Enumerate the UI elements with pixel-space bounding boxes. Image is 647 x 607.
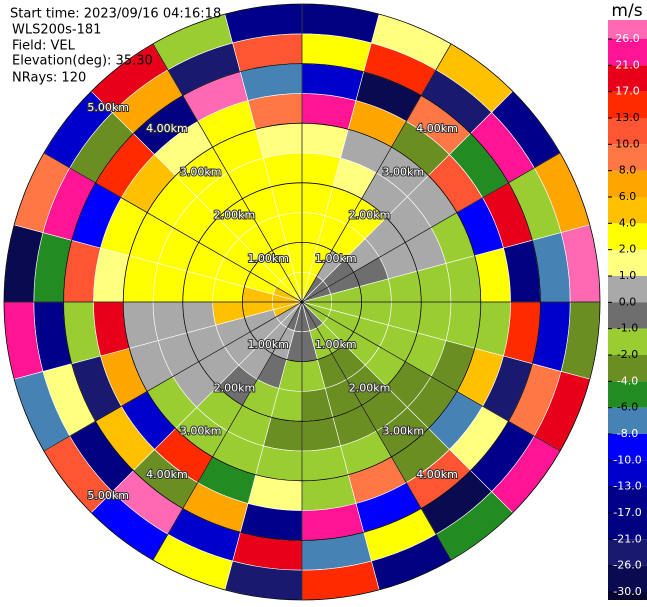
ring-label: 4.00km	[146, 468, 188, 481]
range-ring	[182, 182, 422, 422]
colorbar-label: -17.0	[613, 506, 641, 519]
colorbar-label: 8.0	[619, 164, 637, 177]
range-ring	[3, 3, 601, 601]
velocity-cell	[122, 301, 159, 349]
info-line: WLS200s-181	[12, 23, 101, 38]
velocity-cell	[301, 445, 349, 482]
colorbar-segment	[608, 223, 647, 250]
colorbar-segment	[608, 592, 647, 600]
colorbar-label: 0.0	[619, 295, 637, 308]
ring-label: 1.00km	[247, 338, 289, 351]
colorbar-label: 10.0	[615, 137, 640, 150]
spoke	[152, 301, 303, 561]
range-ring	[122, 122, 482, 482]
colorbar: 26.0 21.0 17.0 13.0 10.0 8.0 6.0 4.0 2.0 1.0 0.0 -1…	[608, 20, 647, 600]
colorbar-label: 2.0	[619, 243, 637, 256]
info-line: Elevation(deg): 35.30	[12, 54, 153, 69]
ring-label: 4.00km	[146, 122, 188, 135]
ring-label: 1.00km	[247, 252, 289, 265]
ring-label: 5.00km	[87, 489, 129, 502]
ring-label: 3.00km	[180, 425, 222, 438]
colorbar-segment	[608, 513, 647, 540]
ring-labels: 1.00km 1.00km 1.00km 1.00km 2.00km 2.00km 2.00…	[86, 100, 458, 503]
colorbar-segment	[608, 486, 647, 513]
colorbar-segment	[608, 407, 647, 434]
ring-label: 3.00km	[180, 165, 222, 178]
colorbar-label: -8.0	[617, 427, 638, 440]
ring-label: 5.00km	[87, 101, 129, 114]
colorbar-label: 4.0	[619, 216, 637, 229]
colorbar-label: -21.0	[613, 532, 641, 545]
ring-label: 4.00km	[416, 468, 458, 481]
colorbar-segment	[608, 170, 647, 197]
field	[3, 3, 601, 601]
info-line: NRays: 120	[12, 71, 86, 86]
velocity-cell	[255, 445, 303, 482]
colorbar-segment	[608, 39, 647, 66]
velocity-cell	[445, 255, 482, 303]
spoke	[301, 301, 561, 452]
spoke	[301, 43, 452, 303]
colorbar-label: 21.0	[615, 58, 640, 71]
colorbar-label: -2.0	[617, 348, 638, 361]
colorbar-segment	[608, 276, 647, 303]
colorbar-segment	[608, 460, 647, 487]
colorbar-segment	[608, 249, 647, 276]
velocity-cell	[255, 122, 303, 159]
colorbar-segment	[608, 91, 647, 118]
colorbar-segment	[608, 302, 647, 329]
colorbar-segment	[608, 539, 647, 566]
colorbar-label: -26.0	[613, 559, 641, 572]
ring-label: 1.00km	[315, 338, 357, 351]
ring-label: 1.00km	[315, 252, 357, 265]
spoke	[301, 152, 561, 303]
colorbar-label: 6.0	[619, 190, 637, 203]
colorbar-label: -6.0	[617, 401, 638, 414]
ring-label: 3.00km	[382, 165, 424, 178]
grid	[3, 3, 601, 601]
colorbar-segment	[608, 197, 647, 224]
velocity-cell	[301, 122, 349, 159]
colorbar-label: -1.0	[617, 322, 638, 335]
range-ring	[63, 63, 541, 541]
colorbar-title: m/s	[611, 1, 642, 21]
colorbar-label: 1.0	[619, 269, 637, 282]
info-line: Field: VEL	[12, 39, 76, 54]
colorbar-segment	[608, 565, 647, 592]
spoke	[43, 301, 303, 452]
colorbar-segment	[608, 118, 647, 145]
spoke	[301, 301, 452, 561]
spoke	[43, 152, 303, 303]
colorbar-segment	[608, 144, 647, 171]
colorbar-segment	[608, 65, 647, 92]
colorbar-label: 13.0	[615, 111, 640, 124]
colorbar-label: 17.0	[615, 85, 640, 98]
ring-label: 4.00km	[416, 122, 458, 135]
velocity-cell	[445, 301, 482, 349]
velocity-cell	[122, 255, 159, 303]
colorbar-label: -4.0	[617, 374, 638, 387]
ring-label: 2.00km	[349, 381, 391, 394]
ring-label: 2.00km	[214, 209, 256, 222]
colorbar-label: 26.0	[615, 32, 640, 45]
ring-label: 2.00km	[214, 381, 256, 394]
info-line: Start time: 2023/09/16 04:16:18	[10, 7, 221, 22]
colorbar-segment	[608, 381, 647, 408]
range-ring	[241, 241, 362, 362]
ring-label: 3.00km	[382, 425, 424, 438]
colorbar-segment	[608, 434, 647, 461]
spoke	[152, 43, 303, 303]
colorbar-segment	[608, 328, 647, 355]
colorbar-segment	[608, 20, 647, 39]
colorbar-label: -10.0	[613, 453, 641, 466]
colorbar-segment	[608, 355, 647, 382]
colorbar-label: -13.0	[613, 480, 641, 493]
ring-label: 2.00km	[349, 209, 391, 222]
colorbar-label: -30.0	[613, 585, 641, 598]
